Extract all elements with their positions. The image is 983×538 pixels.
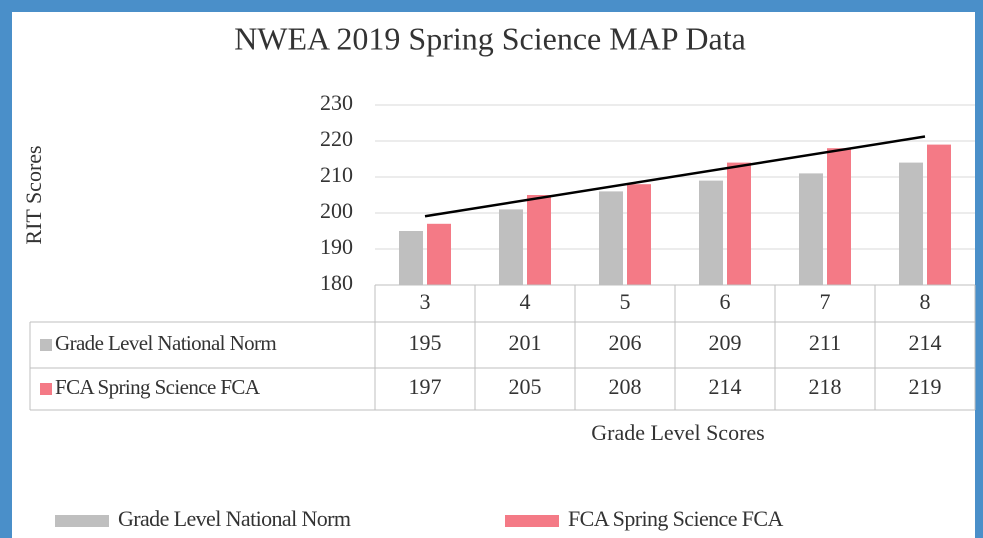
bar — [599, 191, 623, 285]
x-tick-label: 5 — [620, 289, 631, 314]
bar — [427, 223, 451, 285]
legend-label: Grade Level National Norm — [118, 506, 351, 531]
table-row-label: FCA Spring Science FCA — [55, 375, 261, 399]
legend-key — [505, 515, 559, 527]
table-legend-key — [40, 339, 52, 351]
bar — [627, 184, 651, 285]
y-axis-label: RIT Scores — [21, 145, 46, 244]
x-tick-label: 4 — [520, 289, 531, 314]
y-tick-label: 230 — [320, 90, 353, 115]
y-tick-label: 210 — [320, 162, 353, 187]
legend-key — [55, 515, 109, 527]
y-tick-label: 200 — [320, 198, 353, 223]
bar — [527, 195, 551, 285]
bar — [727, 162, 751, 285]
table-value: 195 — [409, 330, 442, 355]
chart-title: NWEA 2019 Spring Science MAP Data — [234, 20, 746, 56]
table-value: 209 — [709, 330, 742, 355]
bar — [499, 209, 523, 285]
bar — [927, 144, 951, 285]
table-value: 206 — [609, 330, 642, 355]
bar — [899, 162, 923, 285]
x-tick-label: 3 — [420, 289, 431, 314]
trendline — [424, 135, 926, 218]
table-legend-key — [40, 383, 52, 395]
y-tick-label: 220 — [320, 126, 353, 151]
table-value: 219 — [909, 374, 942, 399]
y-tick-label: 180 — [320, 270, 353, 295]
table-row-label: Grade Level National Norm — [55, 331, 276, 355]
table-value: 208 — [609, 374, 642, 399]
table-value: 214 — [709, 374, 742, 399]
x-tick-label: 6 — [720, 289, 731, 314]
table-value: 205 — [509, 374, 542, 399]
table-value: 201 — [509, 330, 542, 355]
table-value: 218 — [809, 374, 842, 399]
bar — [827, 148, 851, 285]
table-value: 197 — [409, 374, 442, 399]
x-tick-label: 8 — [920, 289, 931, 314]
table-value: 211 — [809, 330, 841, 355]
y-tick-label: 190 — [320, 234, 353, 259]
x-axis-label: Grade Level Scores — [591, 420, 764, 445]
bar — [799, 173, 823, 285]
x-tick-label: 7 — [820, 289, 831, 314]
bar — [699, 180, 723, 285]
legend-label: FCA Spring Science FCA — [568, 506, 783, 531]
table-value: 214 — [909, 330, 942, 355]
bar — [399, 231, 423, 285]
